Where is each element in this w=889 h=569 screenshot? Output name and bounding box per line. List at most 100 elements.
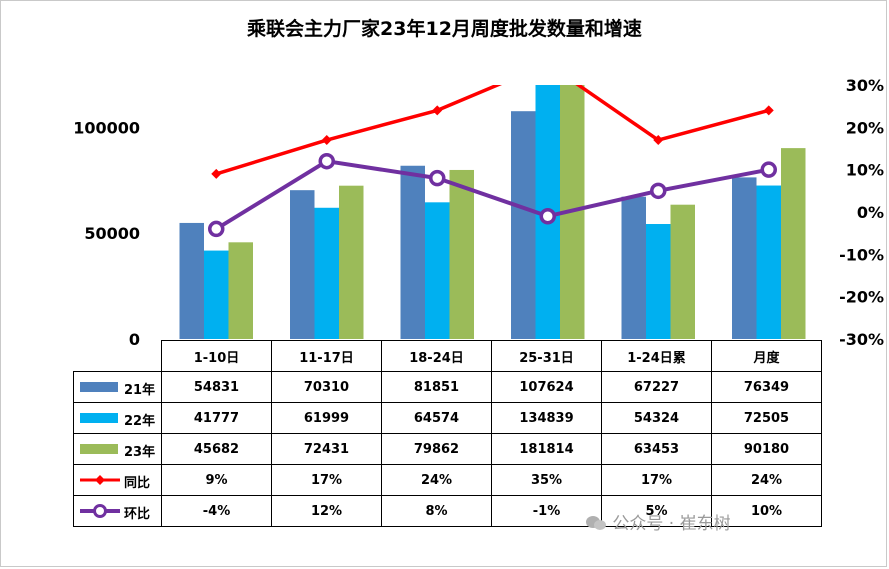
legend-entry-bar-2: 23年	[73, 433, 162, 465]
point-0-2	[432, 105, 443, 116]
category-label-3: 25-31日	[491, 340, 602, 372]
category-label-1: 11-17日	[271, 340, 382, 372]
legend-line-swatch	[80, 504, 120, 518]
point-1-5	[760, 161, 777, 178]
point-0-1	[321, 135, 332, 146]
data-label-line-1-1: 12%	[271, 495, 382, 527]
lines-layer	[208, 59, 777, 238]
point-1-3	[539, 207, 556, 225]
point-1-1	[318, 152, 335, 170]
left-axis: 0 50000 100000	[73, 118, 140, 349]
legend-entry-line-1: 环比	[73, 495, 162, 527]
wechat-icon	[585, 515, 607, 531]
bar-0-5	[732, 177, 757, 339]
legend-entry-bar-1: 22年	[73, 402, 162, 434]
table-row: 22年 41777 61999 64574 134839 54324 72505	[73, 402, 822, 434]
bar-0-3	[511, 111, 536, 339]
data-label-line-1-3: -1%	[491, 495, 602, 527]
right-tick-1: -20%	[839, 288, 884, 307]
data-label-line-0-3: 35%	[491, 464, 602, 496]
data-label-bar-2-4: 63453	[601, 433, 712, 465]
legend-swatch	[80, 413, 118, 423]
data-label-bar-1-1: 61999	[271, 402, 382, 434]
bar-0-0	[179, 222, 204, 339]
line-1	[215, 159, 770, 231]
point-0-0	[211, 168, 222, 179]
data-label-line-0-2: 24%	[381, 464, 492, 496]
category-label-4: 1-24日累	[601, 340, 712, 372]
legend-label: 21年	[124, 383, 156, 398]
bar-1-1	[314, 207, 339, 339]
bar-1-0	[204, 250, 229, 339]
data-label-line-0-0: 9%	[161, 464, 272, 496]
bar-2-3	[560, 85, 585, 339]
right-tick-0: -30%	[839, 330, 884, 349]
bar-2-5	[781, 148, 806, 339]
data-label-line-1-5: 10%	[711, 495, 822, 527]
category-label-5: 月度	[711, 340, 822, 372]
watermark: 公众号 · 崔东树	[585, 509, 731, 534]
bar-1-5	[756, 185, 781, 339]
right-tick-3: 0%	[857, 203, 884, 222]
bar-2-0	[228, 242, 253, 339]
point-1-4	[650, 182, 667, 200]
bars-layer	[179, 85, 806, 339]
table-row: 环比 -4% 12% 8% -1% 5% 10%	[73, 495, 822, 527]
right-axis: -30% -20% -10% 0% 10% 20% 30%	[839, 76, 884, 349]
table-corner	[73, 340, 162, 372]
data-label-line-1-0: -4%	[161, 495, 272, 527]
data-label-bar-0-1: 70310	[271, 371, 382, 403]
right-tick-5: 20%	[846, 118, 884, 137]
left-tick-0: 0	[129, 330, 140, 349]
legend-label: 23年	[124, 445, 156, 460]
legend-label: 22年	[124, 414, 156, 429]
data-label-bar-0-3: 107624	[491, 371, 602, 403]
left-tick-1: 50000	[84, 224, 140, 243]
legend-swatch	[80, 444, 118, 454]
data-label-bar-1-2: 64574	[381, 402, 492, 434]
data-label-bar-2-1: 72431	[271, 433, 382, 465]
data-label-line-0-5: 24%	[711, 464, 822, 496]
data-label-bar-0-2: 81851	[381, 371, 492, 403]
point-1-2	[429, 169, 446, 187]
data-label-bar-2-0: 45682	[161, 433, 272, 465]
data-table: 1-10日 11-17日 18-24日 25-31日 1-24日累 月度 21年 54831 7…	[73, 340, 822, 527]
category-label-2: 18-24日	[381, 340, 492, 372]
bar-0-2	[400, 165, 425, 339]
right-tick-6: 30%	[846, 76, 884, 95]
data-label-bar-0-4: 67227	[601, 371, 712, 403]
data-label-line-0-1: 17%	[271, 464, 382, 496]
bar-1-4	[646, 224, 671, 339]
data-label-bar-0-5: 76349	[711, 371, 822, 403]
line-0	[215, 85, 770, 176]
data-label-line-1-2: 8%	[381, 495, 492, 527]
data-label-bar-2-2: 79862	[381, 433, 492, 465]
table-row: 同比 9% 17% 24% 35% 17% 24%	[73, 464, 822, 496]
legend-swatch	[80, 382, 118, 392]
legend-entry-line-0: 同比	[73, 464, 162, 496]
point-0-4	[653, 135, 664, 146]
bar-2-2	[449, 169, 474, 339]
data-label-bar-1-5: 72505	[711, 402, 822, 434]
point-0-5	[763, 105, 774, 116]
data-label-bar-1-4: 54324	[601, 402, 712, 434]
bar-0-1	[290, 190, 315, 339]
legend-entry-bar-0: 21年	[73, 371, 162, 403]
bar-1-2	[425, 202, 450, 339]
legend-label: 同比	[124, 476, 151, 491]
bar-0-4	[621, 196, 646, 339]
point-1-0	[208, 220, 225, 238]
right-tick-4: 10%	[846, 161, 884, 180]
bar-2-4	[670, 204, 695, 339]
bar-2-1	[339, 185, 364, 339]
data-label-bar-1-3: 134839	[491, 402, 602, 434]
legend-label: 环比	[124, 507, 151, 522]
category-label-0: 1-10日	[161, 340, 272, 372]
point-0-3	[543, 59, 553, 69]
data-label-bar-2-5: 90180	[711, 433, 822, 465]
data-label-bar-2-3: 181814	[491, 433, 602, 465]
data-label-bar-1-0: 41777	[161, 402, 272, 434]
chart-title: 乘联会主力厂家23年12月周度批发数量和增速	[247, 18, 642, 40]
